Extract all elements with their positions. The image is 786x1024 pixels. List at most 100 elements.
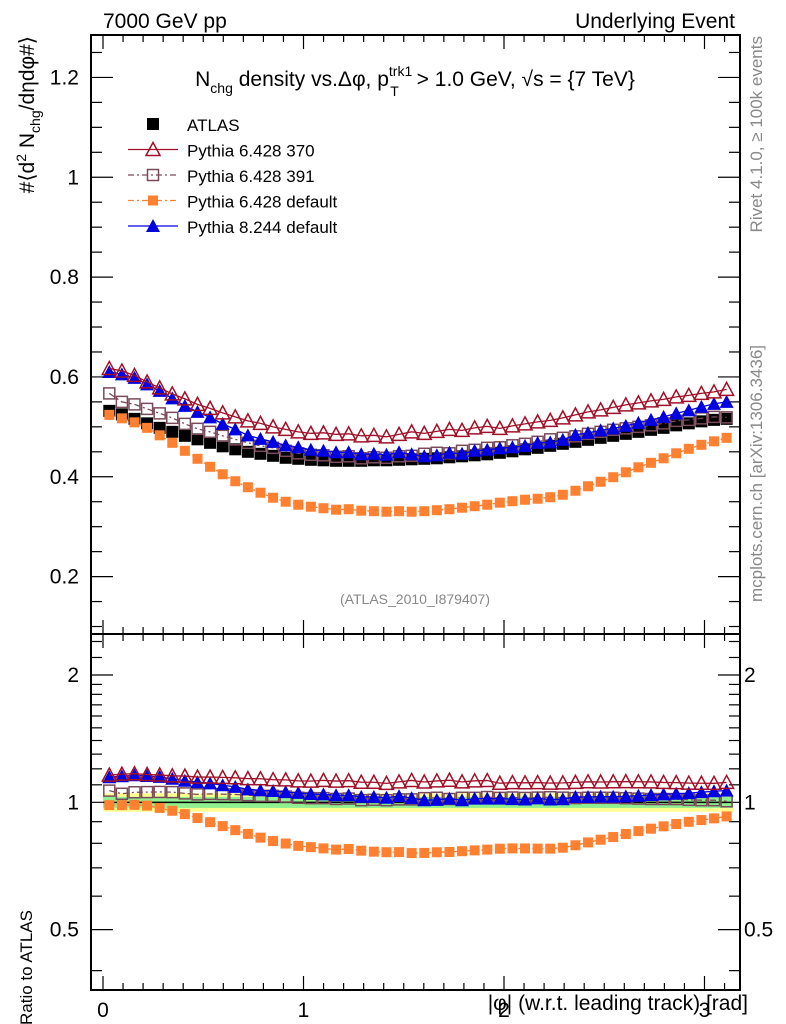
data-point-pythia-8-244-default: [240, 428, 255, 442]
ratio-point-pythia-8-244-default: [278, 785, 293, 799]
data-point-pythia-8-244-default: [429, 448, 444, 462]
data-point-pythia-6-428-370: [252, 414, 269, 431]
ratio-point-pythia-6-428-370: [516, 774, 534, 790]
data-point-pythia-6-428-370: [327, 425, 345, 442]
legend-marker-pythia-6-428-391: [146, 168, 160, 182]
data-point-pythia-6-428-default: [205, 461, 216, 472]
y-tick-label: 1: [67, 791, 79, 814]
data-point-pythia-6-428-default: [431, 505, 442, 516]
ratio-point-pythia-6-428-370: [642, 773, 660, 789]
ratio-point-pythia-6-428-391: [153, 785, 166, 799]
data-point-pythia-6-428-default: [305, 501, 316, 512]
data-point-pythia-6-428-default: [494, 497, 505, 508]
ratio-point-pythia-6-428-370: [327, 772, 345, 788]
ratio-point-pythia-6-428-default: [646, 823, 657, 834]
ratio-point-pythia-6-428-default: [532, 843, 543, 854]
ratio-point-pythia-6-428-370: [390, 773, 408, 789]
data-point-pythia-6-428-370: [592, 401, 609, 417]
ratio-point-pythia-6-428-default: [696, 815, 707, 826]
ratio-point-pythia-6-428-default: [520, 843, 531, 854]
data-point-pythia-6-428-370: [101, 359, 118, 376]
data-point-pythia-6-428-default: [545, 492, 556, 503]
data-point-pythia-6-428-default: [293, 499, 304, 510]
data-point-atlas: [166, 425, 179, 438]
data-point-pythia-6-428-default: [280, 496, 291, 507]
data-point-pythia-6-428-370: [176, 390, 194, 406]
ratio-point-pythia-8-244-default: [392, 789, 407, 803]
data-point-pythia-6-428-370: [680, 386, 698, 403]
data-point-pythia-8-244-default: [329, 445, 344, 459]
ratio-point-pythia-6-428-default: [293, 840, 304, 851]
ratio-point-pythia-6-428-default: [583, 837, 594, 848]
ratio-point-pythia-8-244-default: [228, 779, 243, 793]
ratio-point-pythia-6-428-default: [230, 825, 241, 836]
data-point-atlas: [695, 415, 708, 428]
data-point-pythia-6-428-370: [441, 420, 458, 437]
data-point-pythia-6-428-default: [268, 492, 279, 503]
data-point-pythia-6-428-370: [554, 409, 572, 425]
ratio-point-pythia-8-244-default: [492, 791, 507, 805]
data-point-pythia-6-428-default: [721, 432, 732, 443]
data-point-pythia-6-428-391: [153, 407, 166, 420]
ratio-point-pythia-8-244-default: [455, 793, 470, 807]
data-point-atlas: [707, 413, 720, 426]
data-point-pythia-6-428-370: [151, 379, 168, 395]
data-point-pythia-8-244-default: [316, 443, 331, 457]
header-left-label: 7000 GeV pp: [103, 10, 227, 33]
data-point-pythia-6-428-391: [140, 402, 154, 416]
data-point-pythia-6-428-391: [216, 429, 229, 443]
data-point-pythia-6-428-370: [214, 404, 231, 420]
data-point-pythia-8-244-default: [530, 435, 545, 449]
ratio-point-pythia-6-428-default: [242, 828, 253, 839]
data-point-pythia-6-428-default: [646, 457, 657, 468]
ratio-point-pythia-8-244-default: [127, 768, 142, 782]
ratio-point-pythia-6-428-370: [277, 771, 294, 787]
data-point-pythia-6-428-default: [255, 487, 266, 498]
ratio-point-pythia-8-244-default: [480, 791, 495, 805]
ratio-point-pythia-8-244-default: [631, 788, 646, 802]
y-tick-label: 1: [67, 166, 79, 189]
ratio-line-pythia-6-428-370: [109, 773, 727, 785]
ratio-point-pythia-6-428-370: [290, 772, 307, 788]
ratio-point-pythia-8-244-default: [404, 791, 419, 805]
ratio-point-pythia-8-244-default: [429, 792, 444, 806]
ratio-point-pythia-6-428-default: [469, 845, 480, 856]
data-point-pythia-6-428-370: [138, 373, 156, 389]
data-point-pythia-8-244-default: [581, 425, 596, 439]
ratio-point-pythia-8-244-default: [291, 785, 306, 799]
data-point-pythia-6-428-370: [705, 383, 723, 399]
ratio-point-pythia-6-428-370: [541, 774, 559, 790]
y-tick-label: 0.8: [50, 266, 79, 289]
data-point-pythia-6-428-default: [368, 506, 379, 517]
ratio-point-pythia-6-428-default: [167, 805, 178, 816]
ratio-point-pythia-8-244-default: [593, 789, 608, 803]
data-point-pythia-8-244-default: [404, 447, 419, 461]
ratio-point-pythia-6-428-370: [529, 773, 546, 790]
ratio-point-pythia-6-428-default: [179, 809, 190, 820]
ratio-point-pythia-6-428-default: [129, 799, 140, 810]
ratio-point-pythia-6-428-370: [504, 774, 521, 790]
data-point-pythia-6-428-370: [579, 403, 597, 419]
ratio-point-pythia-6-428-370: [491, 774, 509, 791]
data-point-pythia-6-428-370: [302, 424, 320, 441]
ratio-point-pythia-6-428-370: [667, 774, 685, 790]
ratio-point-pythia-8-244-default: [581, 789, 596, 803]
x-axis-label: |φ| (w.r.t. leading track) [rad]: [488, 992, 748, 1015]
analysis-id-label: (ATLAS_2010_I879407): [340, 591, 490, 607]
y-tick-label-right: 1: [744, 791, 756, 814]
data-point-pythia-6-428-default: [696, 439, 707, 450]
data-point-atlas: [645, 423, 658, 436]
data-point-pythia-6-428-370: [113, 362, 131, 378]
x-tick-label: 3: [699, 999, 711, 1022]
data-point-pythia-6-428-370: [655, 390, 672, 407]
ratio-point-pythia-6-428-370: [189, 768, 206, 784]
ratio-point-pythia-6-428-default: [482, 844, 493, 855]
ratio-point-pythia-6-428-370: [693, 774, 710, 790]
ratio-point-pythia-6-428-370: [176, 767, 194, 783]
ratio-point-pythia-8-244-default: [303, 787, 318, 801]
data-point-pythia-6-428-default: [343, 504, 354, 515]
data-point-atlas: [204, 436, 217, 449]
data-point-pythia-6-428-default: [419, 506, 430, 517]
ratio-point-pythia-6-428-370: [466, 772, 483, 788]
ratio-point-pythia-6-428-default: [192, 813, 203, 824]
